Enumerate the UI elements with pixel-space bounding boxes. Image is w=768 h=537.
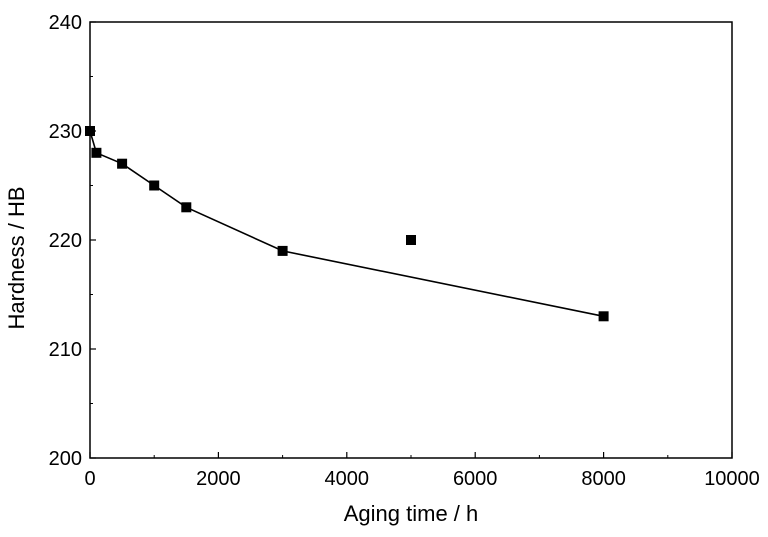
data-point <box>149 180 160 191</box>
trend-line-path <box>89 130 604 318</box>
x-tick-label: 4000 <box>325 468 370 490</box>
y-tick-label: 220 <box>49 230 82 252</box>
data-points <box>85 126 609 322</box>
data-point <box>91 147 102 158</box>
y-axis-title: Hardness / HB <box>4 186 29 329</box>
data-point <box>598 311 609 322</box>
y-tick-label: 230 <box>49 121 82 143</box>
x-axis-ticks: 0 2000 4000 6000 8000 10000 <box>84 452 760 490</box>
y-tick-label: 240 <box>49 12 82 34</box>
x-tick-label: 8000 <box>581 468 626 490</box>
y-tick-label: 200 <box>49 448 82 470</box>
x-axis-title: Aging time / h <box>344 501 479 526</box>
x-tick-label: 2000 <box>196 468 241 490</box>
data-point <box>181 202 192 213</box>
trend-line <box>89 130 604 318</box>
y-axis-ticks: 200 210 220 230 240 <box>49 12 96 470</box>
data-point <box>85 126 95 136</box>
x-tick-label: 6000 <box>453 468 498 490</box>
data-point <box>117 158 128 169</box>
data-point <box>406 235 416 245</box>
data-point <box>277 245 288 256</box>
x-tick-label: 0 <box>84 468 95 490</box>
x-tick-label: 10000 <box>704 468 760 490</box>
y-tick-label: 210 <box>49 339 82 361</box>
